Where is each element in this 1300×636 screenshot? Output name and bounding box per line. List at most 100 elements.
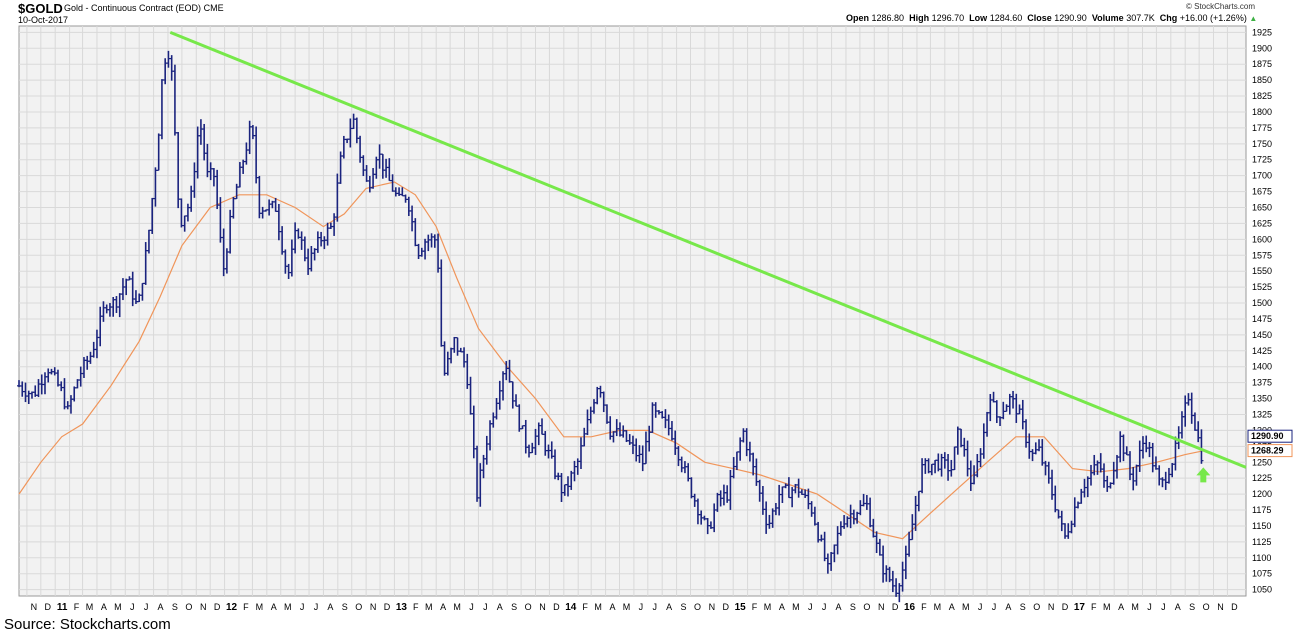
y-tick-label: 1400	[1252, 362, 1272, 372]
chg-label: Chg	[1159, 13, 1178, 23]
x-tick-label: D	[1062, 602, 1069, 612]
y-tick-label: 1525	[1252, 282, 1272, 292]
x-tick-label: M	[934, 602, 942, 612]
x-tick-label: M	[86, 602, 94, 612]
y-tick-label: 1550	[1252, 266, 1272, 276]
x-tick-label: 13	[396, 602, 408, 613]
x-tick-label: D	[45, 602, 52, 612]
x-tick-label: D	[553, 602, 560, 612]
x-tick-label: M	[792, 602, 800, 612]
volume-label: Volume	[1091, 13, 1124, 23]
x-tick-label: A	[271, 602, 277, 612]
source-caption: Source: Stockcharts.com	[4, 616, 171, 633]
x-tick-label: J	[314, 602, 319, 612]
ohlc-readout: Open 1286.80 High 1296.70 Low 1284.60 Cl…	[846, 13, 1257, 23]
x-tick-label: F	[1091, 602, 1097, 612]
x-tick-label: O	[355, 602, 362, 612]
contract-description: Gold - Continuous Contract (EOD)	[64, 3, 202, 13]
stockcharts-brand: © StockCharts.com	[1186, 2, 1256, 11]
x-tick-label: A	[610, 602, 616, 612]
y-tick-label: 1225	[1252, 473, 1272, 483]
y-tick-label: 1475	[1252, 314, 1272, 324]
y-tick-label: 1250	[1252, 457, 1272, 467]
y-tick-label: 1200	[1252, 489, 1272, 499]
x-tick-label: O	[1033, 602, 1040, 612]
x-tick-label: 12	[226, 602, 238, 613]
x-tick-label: M	[1131, 602, 1139, 612]
y-tick-label: 1050	[1252, 585, 1272, 595]
x-tick-label: S	[1189, 602, 1195, 612]
x-tick-label: O	[185, 602, 192, 612]
y-tick-label: 1575	[1252, 250, 1272, 260]
y-tick-label: 1100	[1252, 553, 1271, 563]
x-tick-label: J	[822, 602, 827, 612]
x-tick-label: 16	[904, 602, 916, 613]
chart-symbol: $GOLD	[18, 1, 63, 16]
x-tick-label: A	[440, 602, 446, 612]
x-tick-label: N	[539, 602, 546, 612]
x-tick-label: O	[863, 602, 870, 612]
y-tick-label: 1875	[1252, 59, 1272, 69]
y-tick-label: 1725	[1252, 155, 1272, 165]
low-value: 1284.60	[989, 13, 1023, 23]
x-tick-label: A	[101, 602, 107, 612]
price-tags: 1268.29 1290.90	[1247, 429, 1293, 458]
x-tick-label: O	[1203, 602, 1210, 612]
x-tick-label: S	[172, 602, 178, 612]
x-tick-label: S	[342, 602, 348, 612]
x-tick-label: S	[511, 602, 517, 612]
y-tick-label: 1150	[1252, 521, 1271, 531]
volume-value: 307.7K	[1126, 13, 1155, 23]
x-tick-label: J	[1161, 602, 1166, 612]
moving-average-layer	[18, 181, 1204, 540]
x-tick-label: A	[779, 602, 785, 612]
x-tick-label: S	[681, 602, 687, 612]
chart-date: 10-Oct-2017	[18, 15, 69, 25]
x-tick-label: N	[370, 602, 377, 612]
y-tick-label: 1425	[1252, 346, 1272, 356]
x-axis-ticks: N D 11 F M A M J J A S O N D 12 F M A M J J A S O N D 13 F M A M J J A S O N…	[31, 602, 1239, 613]
x-tick-label: D	[1231, 602, 1238, 612]
y-tick-label: 1450	[1252, 330, 1272, 340]
x-tick-label: J	[130, 602, 135, 612]
x-tick-label: 11	[57, 602, 68, 613]
up-triangle-icon: ▲	[1249, 14, 1258, 23]
x-tick-label: A	[1175, 602, 1181, 612]
x-tick-label: M	[623, 602, 631, 612]
ma-price-tag: 1268.29	[1251, 446, 1284, 456]
y-tick-label: 1825	[1252, 91, 1272, 101]
y-tick-label: 1500	[1252, 298, 1272, 308]
x-tick-label: J	[808, 602, 813, 612]
y-tick-label: 1125	[1252, 537, 1271, 547]
y-tick-label: 1600	[1252, 234, 1272, 244]
y-tick-label: 1375	[1252, 378, 1272, 388]
x-tick-label: N	[878, 602, 885, 612]
trendline-layer	[169, 30, 1247, 483]
y-tick-label: 1650	[1252, 203, 1272, 213]
close-label: Close	[1027, 13, 1052, 23]
x-tick-label: 17	[1074, 602, 1086, 613]
x-tick-label: A	[666, 602, 672, 612]
x-tick-label: A	[949, 602, 955, 612]
exchange-label: CME	[203, 3, 224, 13]
x-tick-label: M	[962, 602, 970, 612]
up-arrow-icon	[1196, 467, 1211, 483]
open-value: 1286.80	[871, 13, 905, 23]
x-tick-label: F	[413, 602, 419, 612]
close-value: 1290.90	[1054, 13, 1087, 23]
x-tick-label: J	[653, 602, 658, 612]
x-tick-label: M	[284, 602, 292, 612]
x-tick-label: F	[752, 602, 758, 612]
x-tick-label: D	[214, 602, 221, 612]
x-tick-label: J	[992, 602, 997, 612]
x-tick-label: J	[483, 602, 488, 612]
x-tick-label: M	[453, 602, 461, 612]
x-tick-label: D	[723, 602, 730, 612]
x-tick-label: M	[1103, 602, 1111, 612]
x-tick-label: 14	[565, 602, 577, 613]
grid-lines	[19, 26, 1246, 596]
x-tick-label: M	[594, 602, 602, 612]
price-bars-layer	[17, 50, 1204, 603]
plot-area	[18, 25, 1247, 597]
y-tick-label: 1325	[1252, 409, 1272, 419]
